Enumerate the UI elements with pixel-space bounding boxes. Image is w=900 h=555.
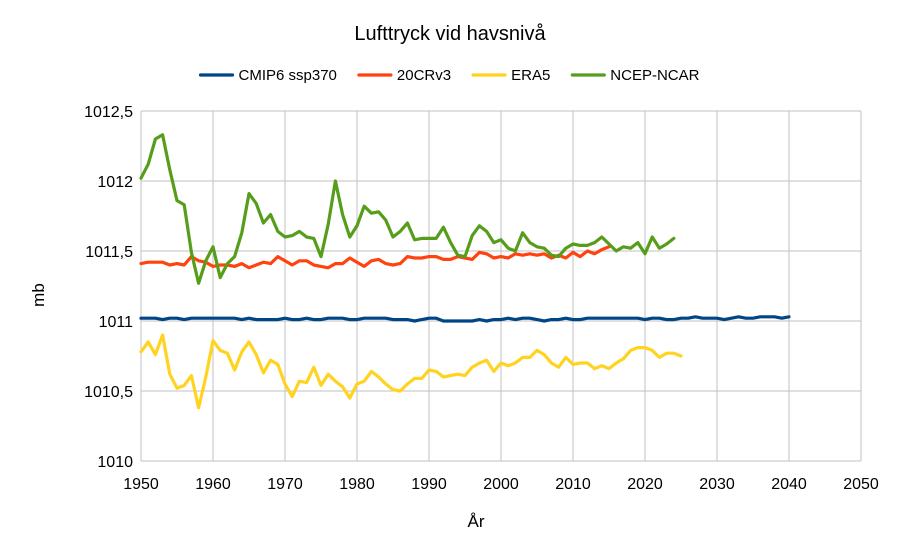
vertical-gridlines — [140, 111, 862, 461]
x-tick-label: 1960 — [195, 476, 231, 493]
legend-label-ncep-ncar: NCEP-NCAR — [610, 67, 699, 84]
y-axis-ticks: 1010 1010,5 1011 1011,5 1012 1012,5 — [84, 104, 133, 471]
x-tick-label: 2050 — [843, 476, 879, 493]
series-lines — [139, 133, 791, 410]
x-tick-label: 2000 — [483, 476, 519, 493]
x-tick-label: 1970 — [267, 476, 303, 493]
series-line-era5 — [139, 333, 683, 410]
legend-label-20crv3: 20CRv3 — [397, 67, 451, 84]
legend-label-cmip6-ssp370: CMIP6 ssp370 — [239, 67, 337, 84]
x-tick-label: 2020 — [627, 476, 663, 493]
chart-title: Lufttryck vid havsnivå — [354, 23, 546, 45]
x-tick-label: 1950 — [123, 476, 159, 493]
series-line-20crv3 — [139, 245, 611, 270]
x-tick-label: 1980 — [339, 476, 375, 493]
legend-label-era5: ERA5 — [511, 67, 550, 84]
x-axis-label: År — [468, 512, 485, 531]
y-tick-label: 1011,5 — [85, 244, 133, 261]
series-line-cmip6-ssp370 — [139, 315, 791, 323]
y-tick-label: 1011 — [99, 314, 134, 331]
y-tick-label: 1010,5 — [84, 384, 133, 401]
x-tick-label: 2040 — [771, 476, 807, 493]
x-tick-label: 2030 — [699, 476, 735, 493]
series-line-ncep-ncar — [139, 133, 676, 285]
y-axis-label: mb — [29, 283, 48, 307]
x-tick-label: 2010 — [555, 476, 591, 493]
y-tick-label: 1012 — [97, 174, 133, 191]
y-tick-label: 1010 — [97, 454, 133, 471]
x-axis-ticks: 1950 1960 1970 1980 1990 2000 2010 2020 2030 2040… — [123, 476, 879, 493]
x-tick-label: 1990 — [411, 476, 447, 493]
y-tick-label: 1012,5 — [84, 104, 133, 121]
legend: CMIP6 ssp370 20CRv3 ERA5 NCEP-NCAR — [198, 67, 700, 84]
